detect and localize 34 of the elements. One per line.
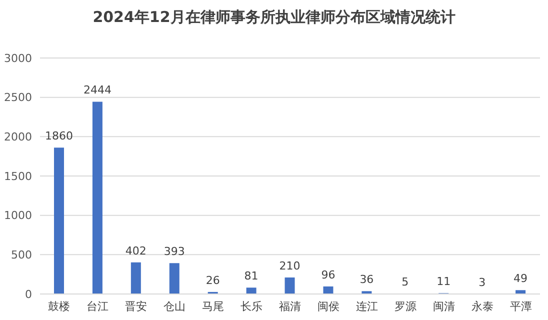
x-tick-label: 福清 (279, 300, 301, 313)
data-label: 210 (279, 259, 300, 272)
data-label: 49 (514, 272, 528, 286)
x-tick-label: 罗源 (394, 300, 416, 313)
x-tick-label: 鼓楼 (48, 300, 70, 313)
x-tick-label: 连江 (356, 300, 378, 313)
x-tick-label: 晋安 (125, 300, 148, 313)
x-tick-label: 马尾 (202, 300, 224, 313)
y-tick-label: 1000 (4, 209, 32, 222)
data-label: 11 (436, 275, 451, 288)
data-label: 402 (125, 244, 146, 258)
data-label: 2444 (83, 84, 112, 97)
y-tick-label: 3000 (4, 52, 32, 65)
data-label: 1860 (45, 130, 73, 143)
x-tick-label: 永泰 (471, 300, 494, 313)
x-tick-label: 台江 (86, 300, 109, 313)
y-tick-label: 1500 (4, 170, 32, 183)
chart-title: 2024年12月在律师事务所执业律师分布区域情况统计 (92, 8, 456, 28)
y-tick-label: 2500 (4, 91, 32, 104)
x-tick-label: 闽清 (432, 300, 455, 313)
x-tick-label: 平潭 (510, 300, 532, 313)
data-label: 5 (402, 276, 409, 289)
x-tick-label: 仓山 (164, 300, 186, 313)
data-label: 393 (164, 245, 185, 258)
x-tick-label: 长乐 (240, 300, 263, 313)
y-tick-label: 500 (11, 248, 32, 262)
data-label: 26 (206, 274, 220, 287)
x-tick-label: 闽侯 (317, 300, 340, 313)
data-label: 3 (478, 276, 486, 289)
data-label: 81 (244, 270, 258, 283)
y-tick-label: 0 (25, 288, 32, 301)
data-label: 36 (360, 273, 374, 286)
y-tick-label: 2000 (4, 130, 32, 144)
data-label: 96 (321, 268, 336, 282)
